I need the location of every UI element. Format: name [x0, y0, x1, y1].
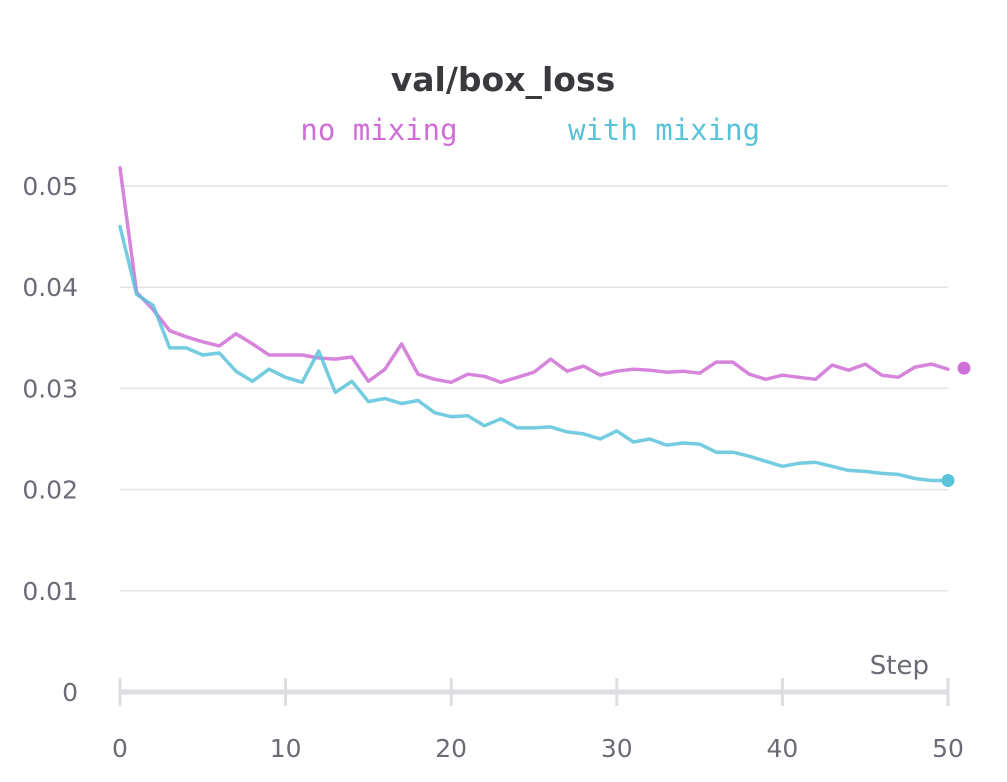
- x-tick-label: 50: [932, 734, 964, 763]
- series-line-no-mixing: [118, 166, 950, 385]
- x-tick-label: 10: [270, 734, 302, 763]
- legend-item-with-mixing: with mixing: [568, 113, 760, 147]
- legend: no mixing with mixing: [300, 113, 760, 147]
- y-tick-label: 0.05: [22, 172, 78, 201]
- series-end-marker: [957, 361, 971, 375]
- legend-item-no-mixing: no mixing: [300, 113, 457, 147]
- y-tick-label: 0: [62, 678, 78, 707]
- gridlines: [120, 185, 948, 592]
- series-line-with-mixing: [118, 224, 950, 483]
- y-tick-label: 0.02: [22, 476, 78, 505]
- x-tick-label: 0: [112, 734, 128, 763]
- x-tick-label: 30: [601, 734, 633, 763]
- series-end-marker: [941, 473, 955, 487]
- y-tick-label: 0.04: [22, 273, 78, 302]
- x-axis-ticks: 0 10 20 30 40 50: [112, 678, 964, 763]
- series-group: [118, 166, 971, 487]
- y-tick-label: 0.03: [22, 374, 78, 403]
- x-axis-label: Step: [870, 651, 929, 681]
- y-axis-ticks: 0 0.01 0.02 0.03 0.04 0.05: [22, 172, 78, 707]
- x-tick-label: 20: [435, 734, 467, 763]
- y-tick-label: 0.01: [22, 577, 78, 606]
- x-tick-label: 40: [766, 734, 798, 763]
- chart-title: val/box_loss: [391, 60, 616, 99]
